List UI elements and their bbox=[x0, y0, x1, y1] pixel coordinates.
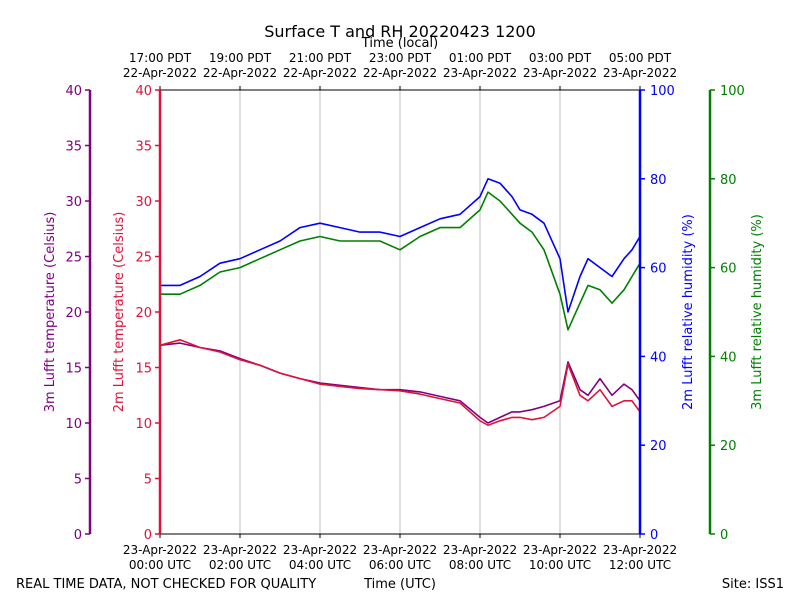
y-axis-label-rh2m: 2m Lufft relative humidity (%) bbox=[681, 214, 696, 410]
x-tick-label-time-1: 02:00 UTC bbox=[209, 558, 271, 572]
y-tick-label-rh3m-1: 20 bbox=[720, 439, 737, 454]
y-tick-label-t2m-2: 10 bbox=[135, 417, 152, 432]
top-axis-label: Time (local) bbox=[361, 36, 438, 51]
top-tick-label-date-5: 23-Apr-2022 bbox=[523, 66, 597, 80]
top-tick-label-time-3: 23:00 PDT bbox=[369, 51, 432, 65]
y-tick-label-t3m-2: 10 bbox=[65, 417, 82, 432]
top-tick-label-time-2: 21:00 PDT bbox=[289, 51, 352, 65]
top-tick-label-date-1: 22-Apr-2022 bbox=[203, 66, 277, 80]
x-tick-label-date-1: 23-Apr-2022 bbox=[203, 543, 277, 557]
top-tick-label-date-4: 23-Apr-2022 bbox=[443, 66, 517, 80]
y-tick-label-t3m-3: 15 bbox=[65, 362, 82, 377]
top-tick-label-time-5: 03:00 PDT bbox=[529, 51, 592, 65]
y-tick-label-t2m-4: 20 bbox=[135, 306, 152, 321]
chart-title: Surface T and RH 20220423 1200 bbox=[264, 22, 536, 41]
y-tick-label-rh3m-2: 40 bbox=[720, 350, 737, 365]
y-tick-label-rh2m-2: 40 bbox=[650, 350, 667, 365]
top-tick-label-date-2: 22-Apr-2022 bbox=[283, 66, 357, 80]
y-tick-label-t3m-1: 5 bbox=[74, 473, 82, 488]
grid-lines bbox=[239, 90, 561, 534]
footer-site: Site: ISS1 bbox=[722, 577, 784, 592]
y-tick-label-t3m-7: 35 bbox=[65, 140, 82, 155]
y-tick-label-rh2m-1: 20 bbox=[650, 439, 667, 454]
y-tick-label-rh3m-3: 60 bbox=[720, 262, 737, 277]
x-tick-label-date-6: 23-Apr-2022 bbox=[603, 543, 677, 557]
top-tick-label-date-3: 22-Apr-2022 bbox=[363, 66, 437, 80]
y-tick-label-t3m-8: 40 bbox=[65, 84, 82, 99]
y-tick-label-t3m-4: 20 bbox=[65, 306, 82, 321]
x-tick-label-date-2: 23-Apr-2022 bbox=[283, 543, 357, 557]
y-tick-label-t2m-7: 35 bbox=[135, 140, 152, 155]
y-tick-label-t2m-3: 15 bbox=[135, 362, 152, 377]
series-layer bbox=[159, 178, 641, 427]
y-tick-label-rh3m-5: 100 bbox=[720, 84, 745, 99]
y-tick-label-rh2m-3: 60 bbox=[650, 262, 667, 277]
y-tick-label-t2m-1: 5 bbox=[144, 473, 152, 488]
x-tick-label-time-5: 10:00 UTC bbox=[529, 558, 591, 572]
x-axis-label: Time (UTC) bbox=[363, 577, 436, 592]
x-tick-label-time-2: 04:00 UTC bbox=[289, 558, 351, 572]
x-tick-label-time-3: 06:00 UTC bbox=[369, 558, 431, 572]
y-tick-label-t3m-5: 25 bbox=[65, 251, 82, 266]
y-tick-label-t3m-0: 0 bbox=[74, 528, 82, 543]
series-line-rh2m bbox=[160, 178, 641, 313]
x-tick-label-time-4: 08:00 UTC bbox=[449, 558, 511, 572]
y-axis-label-t2m: 2m Lufft temperature (Celsius) bbox=[112, 212, 127, 413]
top-tick-label-time-1: 19:00 PDT bbox=[209, 51, 272, 65]
y-axis-label-t3m: 3m Lufft temperature (Celsius) bbox=[43, 212, 58, 413]
y-tick-label-t3m-6: 30 bbox=[65, 195, 82, 210]
y-tick-label-t2m-5: 25 bbox=[135, 251, 152, 266]
y-axis-label-rh3m: 3m Lufft relative humidity (%) bbox=[750, 214, 765, 410]
y-tick-label-t2m-0: 0 bbox=[144, 528, 152, 543]
y-tick-label-t2m-8: 40 bbox=[135, 84, 152, 99]
y-tick-label-rh2m-0: 0 bbox=[650, 528, 658, 543]
y-tick-label-rh3m-0: 0 bbox=[720, 528, 728, 543]
x-tick-label-date-4: 23-Apr-2022 bbox=[443, 543, 517, 557]
x-tick-label-time-6: 12:00 UTC bbox=[609, 558, 671, 572]
y-tick-label-rh2m-5: 100 bbox=[650, 84, 675, 99]
series-line-t2m bbox=[159, 338, 641, 427]
x-tick-label-date-5: 23-Apr-2022 bbox=[523, 543, 597, 557]
top-tick-label-time-4: 01:00 PDT bbox=[449, 51, 512, 65]
footer-note: REAL TIME DATA, NOT CHECKED FOR QUALITY bbox=[16, 577, 316, 592]
y-tick-label-rh2m-4: 80 bbox=[650, 173, 667, 188]
series-line-rh3m bbox=[160, 191, 641, 331]
y-tick-label-t2m-6: 30 bbox=[135, 195, 152, 210]
x-tick-label-date-3: 23-Apr-2022 bbox=[363, 543, 437, 557]
y-tick-label-rh3m-4: 80 bbox=[720, 173, 737, 188]
top-tick-label-date-6: 23-Apr-2022 bbox=[603, 66, 677, 80]
top-tick-label-time-6: 05:00 PDT bbox=[609, 51, 672, 65]
x-tick-label-time-0: 00:00 UTC bbox=[129, 558, 191, 572]
x-tick-label-date-0: 23-Apr-2022 bbox=[123, 543, 197, 557]
top-tick-label-date-0: 22-Apr-2022 bbox=[123, 66, 197, 80]
top-tick-label-time-0: 17:00 PDT bbox=[129, 51, 192, 65]
